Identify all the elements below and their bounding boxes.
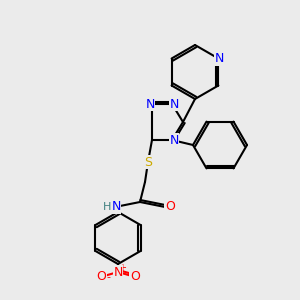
Text: H: H <box>103 202 111 212</box>
Text: O: O <box>96 269 106 283</box>
Text: N: N <box>169 98 179 110</box>
Text: N: N <box>169 134 179 146</box>
Text: N: N <box>113 266 123 278</box>
Text: S: S <box>144 155 152 169</box>
Text: N: N <box>145 98 155 110</box>
Text: N: N <box>215 52 224 65</box>
Text: O: O <box>165 200 175 214</box>
Text: +: + <box>118 263 126 273</box>
Text: -: - <box>106 272 110 282</box>
Text: N: N <box>111 200 121 214</box>
Text: O: O <box>130 269 140 283</box>
